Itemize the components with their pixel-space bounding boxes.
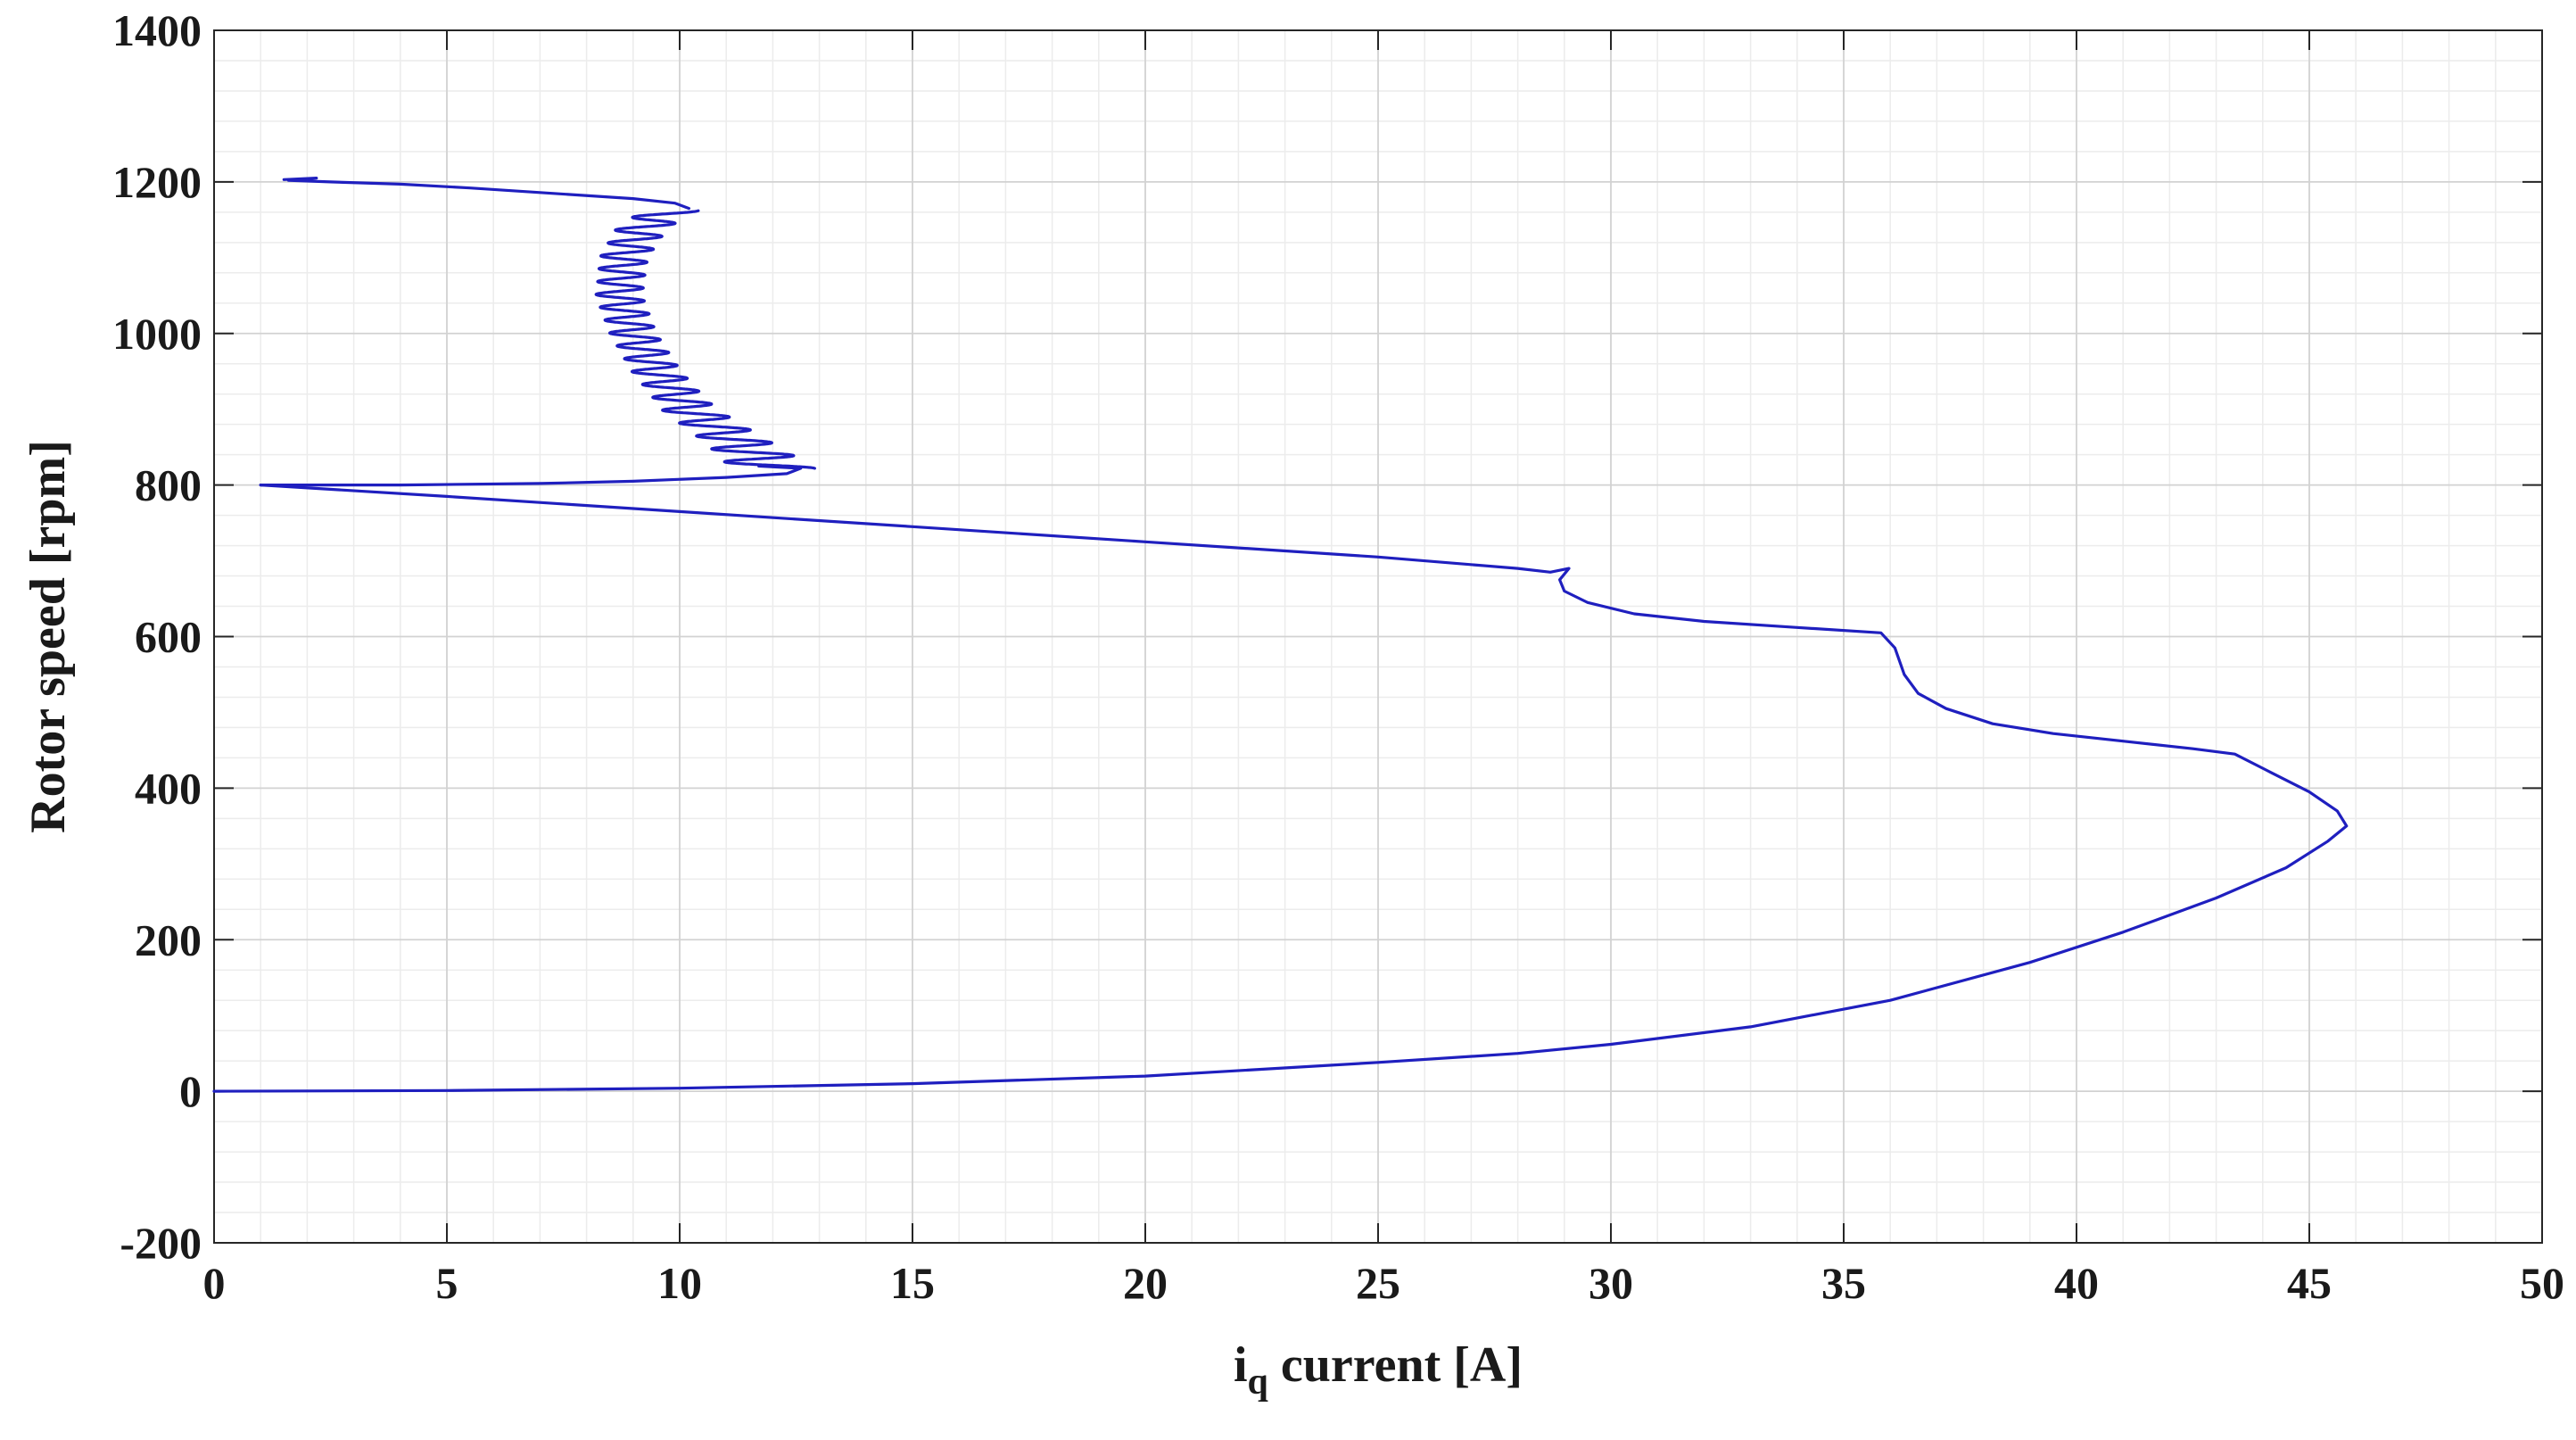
x-axis-label: iq current [A] (1234, 1337, 1523, 1403)
y-tick-label: 1200 (112, 157, 202, 207)
y-tick-labels: -200 0 200 400 600 800 1000 1200 1400 (112, 5, 202, 1268)
series-layer (212, 177, 2349, 1093)
y-tick-label: 600 (135, 612, 202, 662)
y-tick-label: 200 (135, 914, 202, 964)
y-tick-label: -200 (120, 1218, 202, 1268)
x-tick-label: 35 (1821, 1258, 1866, 1308)
y-tick-label: 800 (135, 460, 202, 510)
y-axis-label: Rotor speed [rpm] (21, 440, 76, 833)
y-tick-label: 400 (135, 763, 202, 813)
series-line-segment (282, 177, 690, 211)
x-tick-label: 45 (2287, 1258, 2332, 1308)
x-tick-label: 0 (203, 1258, 226, 1308)
x-tick-label: 25 (1356, 1258, 1400, 1308)
x-tick-label: 5 (436, 1258, 458, 1308)
series-line-segment (594, 209, 816, 470)
y-tick-label: 1400 (112, 5, 202, 55)
y-tick-label: 1000 (112, 309, 202, 359)
x-axis-label-rest: current [A] (1268, 1337, 1523, 1393)
x-tick-label: 50 (2520, 1258, 2564, 1308)
series-line-segment (212, 484, 2349, 1093)
x-tick-label: 15 (890, 1258, 935, 1308)
x-axis-label-subscript: q (1248, 1361, 1268, 1403)
axis-ticks (213, 29, 2543, 1244)
series-line-segment (259, 464, 803, 487)
x-tick-label: 40 (2054, 1258, 2099, 1308)
y-tick-label: 0 (179, 1066, 202, 1116)
x-tick-label: 20 (1123, 1258, 1168, 1308)
x-tick-label: 30 (1589, 1258, 1633, 1308)
x-axis-label-main: i (1234, 1337, 1248, 1393)
x-tick-labels: 0 5 10 15 20 25 30 35 40 45 50 (203, 1258, 2565, 1308)
x-tick-label: 10 (657, 1258, 702, 1308)
